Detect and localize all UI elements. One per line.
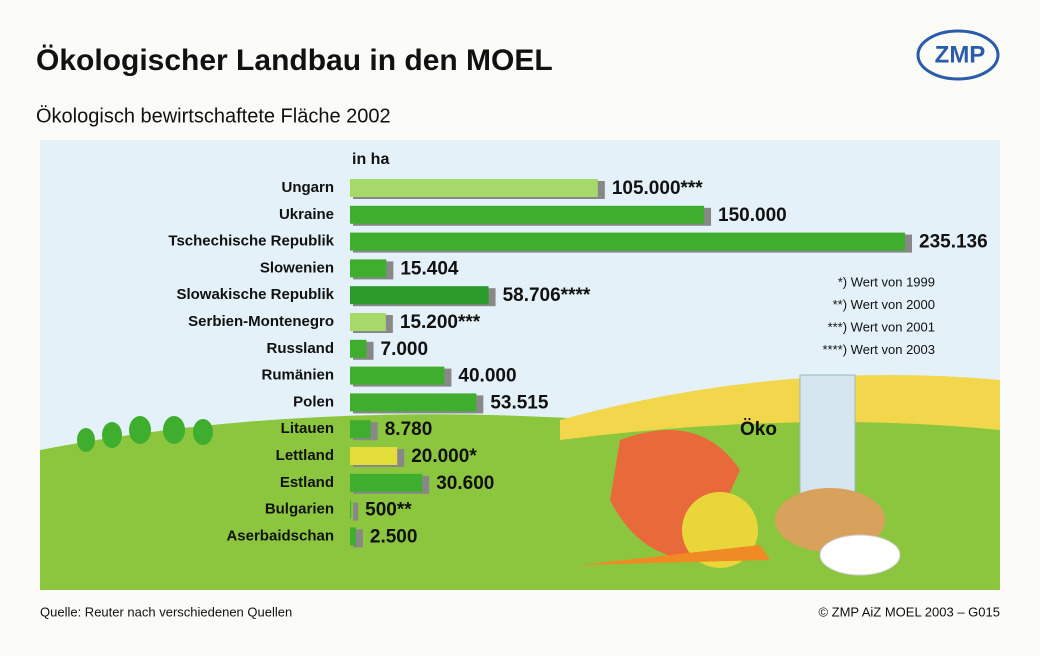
bar [350, 313, 386, 331]
value-label: 500** [365, 500, 412, 521]
logo: ZMP [935, 41, 986, 68]
bar [350, 339, 367, 358]
bar [350, 500, 352, 519]
value-label: 15.200*** [400, 312, 481, 333]
category-label: Lettland [276, 447, 334, 464]
value-label: 58.706**** [503, 285, 591, 306]
bar [350, 366, 445, 385]
bar [350, 473, 423, 492]
chart-subtitle: Ökologisch bewirtschaftete Fläche 2002 [36, 105, 391, 127]
category-label: Ungarn [282, 179, 335, 196]
bar [350, 286, 489, 305]
category-label: Tschechische Republik [168, 233, 334, 250]
bar-shadow [353, 529, 363, 548]
value-label: 8.780 [385, 419, 433, 440]
category-label: Russland [266, 340, 334, 357]
bar [350, 420, 371, 439]
footnote: ****) Wert von 2003 [823, 342, 936, 357]
value-label: 20.000* [411, 446, 477, 467]
footnote: ***) Wert von 2001 [828, 319, 935, 334]
source: Quelle: Reuter nach verschiedenen Quelle… [40, 604, 292, 619]
category-label: Litauen [281, 420, 334, 437]
field-yellow [560, 375, 1000, 440]
value-label: 235.136 [919, 232, 988, 253]
value-label: 30.600 [436, 473, 494, 494]
category-label: Polen [293, 393, 334, 410]
value-label: 105.000*** [612, 178, 703, 199]
category-label: Serbien-Montenegro [188, 313, 334, 330]
category-label: Estland [280, 474, 334, 491]
category-label: Ukraine [279, 206, 334, 223]
food-illustration [580, 374, 901, 576]
chart-title: Ökologischer Landbau in den MOEL [36, 44, 553, 77]
bar [350, 179, 598, 197]
category-label: Bulgarien [265, 501, 334, 518]
field [40, 393, 1000, 590]
illustration-label: Öko [740, 419, 777, 440]
unit-label: in ha [352, 151, 389, 168]
footnote: *) Wert von 1999 [838, 274, 935, 289]
bar [350, 205, 705, 224]
value-label: 2.500 [370, 526, 418, 547]
bar [350, 393, 477, 412]
value-label: 40.000 [458, 366, 516, 387]
category-label: Slowenien [260, 259, 334, 276]
category-label: Rumänien [261, 367, 334, 384]
value-label: 150.000 [718, 205, 787, 226]
bar [350, 259, 387, 278]
bar-shadow [353, 502, 359, 521]
value-label: 15.404 [400, 258, 459, 279]
footnote: **) Wert von 2000 [833, 297, 935, 312]
trees [77, 416, 213, 452]
copyright: © ZMP AiZ MOEL 2003 – G015 [818, 604, 1000, 619]
value-label: 7.000 [381, 339, 429, 360]
category-label: Slowakische Republik [176, 286, 334, 303]
category-label: Aserbaidschan [226, 527, 334, 544]
bar [350, 527, 356, 546]
logo-ring [916, 29, 1000, 81]
bar [350, 447, 398, 465]
bar [350, 232, 905, 251]
value-label: 53.515 [490, 392, 549, 413]
